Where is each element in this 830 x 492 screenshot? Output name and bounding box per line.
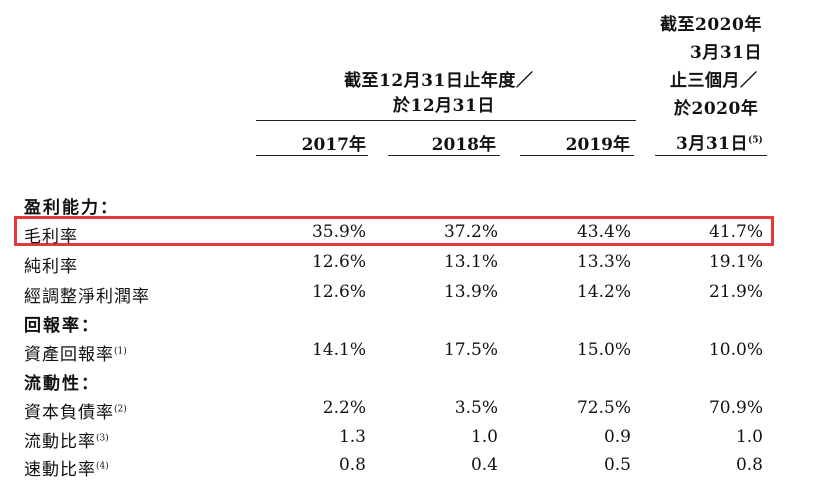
cell-net-margin-q1-2020: 19.1% — [708, 252, 763, 272]
period-header-rule — [256, 120, 636, 121]
cell-gross-margin-2019: 43.4% — [576, 222, 631, 242]
year-rule-2018 — [388, 155, 500, 156]
cell-adjusted-net-margin-q1-2020: 21.9% — [708, 282, 763, 302]
year-header-2017: 2017年 — [301, 135, 366, 155]
period-header-line1: 截至12月31日止年度／ — [344, 71, 534, 91]
cell-current-ratio-2018: 1.0 — [470, 427, 498, 447]
row-label-adjusted-net-margin: 經調整淨利潤率 — [24, 287, 150, 307]
cell-current-ratio-q1-2020: 1.0 — [735, 427, 763, 447]
footnote-1: (1) — [114, 346, 127, 357]
quarter-header-date: 3月31日 — [676, 134, 748, 154]
section-title-liquidity: 流動性： — [24, 374, 100, 394]
section-title-returns: 回報率： — [24, 316, 100, 336]
section-title-profitability: 盈利能力： — [24, 198, 119, 218]
cell-gearing-ratio-q1-2020: 70.9% — [708, 398, 763, 418]
period-header-line2: 於12月31日 — [393, 96, 495, 116]
footnote-4: (4) — [96, 461, 109, 472]
cell-net-margin-2019: 13.3% — [576, 252, 631, 272]
cell-return-on-assets-2017: 14.1% — [311, 340, 366, 360]
year-header-2018: 2018年 — [431, 135, 496, 155]
cell-quick-ratio-2019: 0.5 — [603, 455, 631, 475]
cell-current-ratio-2019: 0.9 — [603, 427, 631, 447]
cell-quick-ratio-q1-2020: 0.8 — [735, 455, 763, 475]
cell-adjusted-net-margin-2018: 13.9% — [443, 282, 498, 302]
cell-gearing-ratio-2018: 3.5% — [454, 398, 498, 418]
cell-return-on-assets-2018: 17.5% — [443, 340, 498, 360]
gearing-ratio-text: 資本負債率 — [24, 403, 114, 423]
cell-quick-ratio-2018: 0.4 — [470, 455, 498, 475]
footnote-3: (3) — [96, 433, 109, 444]
cell-net-margin-2017: 12.6% — [311, 252, 366, 272]
quarter-header-line4: 於2020年 — [674, 99, 759, 119]
row-label-current-ratio: 流動比率(3) — [24, 427, 109, 452]
current-ratio-text: 流動比率 — [24, 432, 96, 452]
year-header-2019: 2019年 — [565, 135, 630, 155]
row-label-quick-ratio: 速動比率(4) — [24, 455, 109, 480]
cell-gross-margin-2018: 37.2% — [443, 222, 498, 242]
cell-net-margin-2018: 13.1% — [443, 252, 498, 272]
quarter-header-footnote: (5) — [748, 135, 763, 146]
cell-return-on-assets-q1-2020: 10.0% — [708, 340, 763, 360]
row-label-gearing-ratio: 資本負債率(2) — [24, 398, 127, 423]
year-rule-2019 — [520, 155, 634, 156]
highlight-box — [14, 216, 774, 246]
cell-quick-ratio-2017: 0.8 — [338, 455, 366, 475]
quarter-header-line1: 截至2020年 — [660, 15, 762, 35]
row-label-gross-margin: 毛利率 — [24, 227, 78, 247]
cell-gross-margin-2017: 35.9% — [311, 222, 366, 242]
cell-adjusted-net-margin-2017: 12.6% — [311, 282, 366, 302]
cell-gearing-ratio-2017: 2.2% — [322, 398, 366, 418]
cell-gross-margin-q1-2020: 41.7% — [708, 222, 763, 242]
cell-return-on-assets-2019: 15.0% — [576, 340, 631, 360]
footnote-2: (2) — [114, 404, 127, 415]
cell-current-ratio-2017: 1.3 — [338, 427, 366, 447]
quick-ratio-text: 速動比率 — [24, 460, 96, 480]
year-rule-q1-2020 — [655, 155, 767, 156]
quarter-header-line3: 止三個月／ — [670, 71, 758, 91]
row-label-return-on-assets: 資產回報率(1) — [24, 340, 127, 365]
cell-gearing-ratio-2019: 72.5% — [576, 398, 631, 418]
cell-adjusted-net-margin-2019: 14.2% — [576, 282, 631, 302]
return-on-assets-text: 資產回報率 — [24, 345, 114, 365]
row-label-net-margin: 純利率 — [24, 257, 78, 277]
quarter-header-line5: 3月31日(5) — [676, 129, 763, 154]
year-rule-2017 — [256, 155, 368, 156]
quarter-header-line2: 3月31日 — [690, 43, 762, 63]
